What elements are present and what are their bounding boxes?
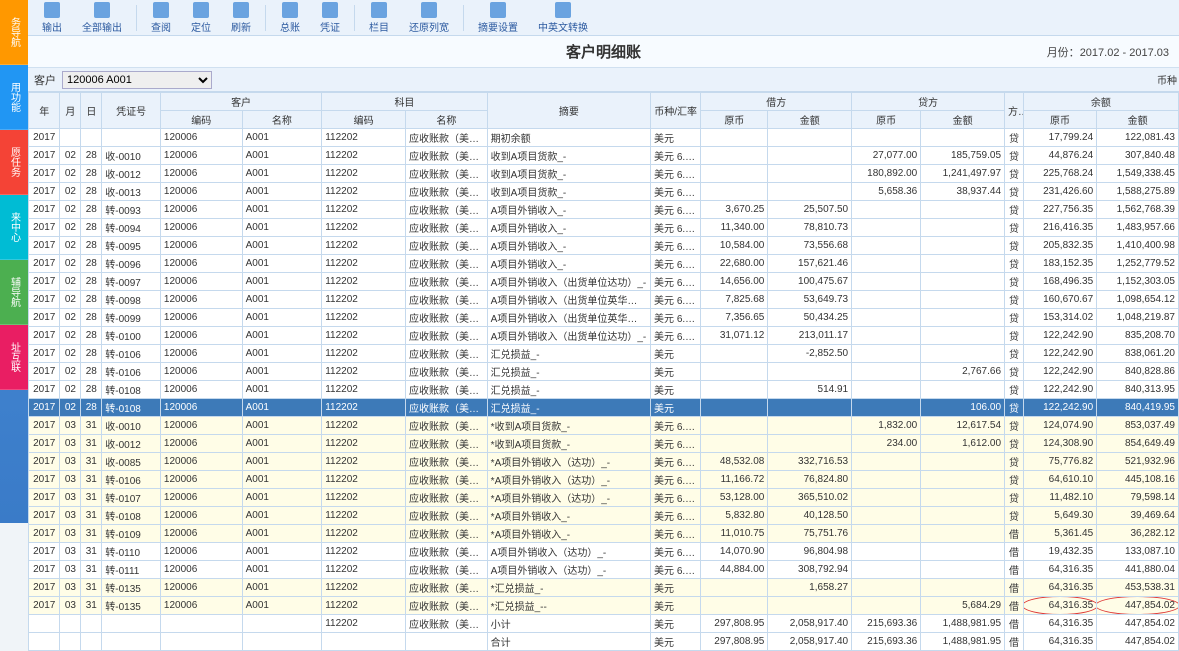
toolbar-icon xyxy=(490,2,506,18)
toolbar-btn-7[interactable]: 栏目 xyxy=(361,0,397,36)
toolbar-btn-8[interactable]: 还原列宽 xyxy=(401,0,457,36)
toolbar-icon xyxy=(555,2,571,18)
main: 输出全部输出查阅定位刷新总账凭证栏目还原列宽摘要设置中英文转换 客户明细账 月份… xyxy=(28,0,1179,651)
table-row[interactable]: 20170228转-0100120006A001112202应收账款（美元）A项… xyxy=(29,327,1179,345)
toolbar-icon xyxy=(94,2,110,18)
table-row[interactable]: 20170228收-0012120006A001112202应收账款（美元）收到… xyxy=(29,165,1179,183)
filter-label: 客户 xyxy=(34,72,56,88)
table-row[interactable]: 20170228转-0097120006A001112202应收账款（美元）A项… xyxy=(29,273,1179,291)
table-body: 2017120006A001112202应收账款（美元）期初余额美元贷17,79… xyxy=(29,129,1179,651)
table-row[interactable]: 20170228转-0094120006A001112202应收账款（美元）A项… xyxy=(29,219,1179,237)
table-row[interactable]: 20170228转-0095120006A001112202应收账款（美元）A项… xyxy=(29,237,1179,255)
filter-bar: 客户 120006 A001 币种 xyxy=(28,68,1179,92)
table-row[interactable]: 112202应收账款（美元）小计美元297,808.952,058,917.40… xyxy=(29,615,1179,633)
table-row[interactable]: 20170228收-0013120006A001112202应收账款（美元）收到… xyxy=(29,183,1179,201)
toolbar-btn-3[interactable]: 定位 xyxy=(183,0,219,36)
toolbar-icon xyxy=(153,2,169,18)
toolbar-icon xyxy=(44,2,60,18)
toolbar: 输出全部输出查阅定位刷新总账凭证栏目还原列宽摘要设置中英文转换 xyxy=(28,0,1179,36)
period: 月份：2017.02 - 2017.03 xyxy=(1047,44,1169,60)
toolbar-icon xyxy=(233,2,249,18)
toolbar-btn-2[interactable]: 查阅 xyxy=(143,0,179,36)
toolbar-btn-10[interactable]: 中英文转换 xyxy=(530,0,596,36)
table-row[interactable]: 20170331收-0012120006A001112202应收账款（美元）*收… xyxy=(29,435,1179,453)
table-row[interactable]: 20170228收-0010120006A001112202应收账款（美元）收到… xyxy=(29,147,1179,165)
table-header: 年月日 凭证号 客户科目 摘要币种/汇率 借方贷方 方向余额 编码名称 编码名称… xyxy=(29,93,1179,129)
table-row[interactable]: 20170331转-0108120006A001112202应收账款（美元）*A… xyxy=(29,507,1179,525)
table-row[interactable]: 2017120006A001112202应收账款（美元）期初余额美元贷17,79… xyxy=(29,129,1179,147)
table-row[interactable]: 20170228转-0099120006A001112202应收账款（美元）A项… xyxy=(29,309,1179,327)
title-bar: 客户明细账 月份：2017.02 - 2017.03 xyxy=(28,36,1179,68)
table-row[interactable]: 20170228转-0093120006A001112202应收账款（美元）A项… xyxy=(29,201,1179,219)
toolbar-btn-5[interactable]: 总账 xyxy=(272,0,308,36)
toolbar-icon xyxy=(193,2,209,18)
table-row[interactable]: 20170331转-0106120006A001112202应收账款（美元）*A… xyxy=(29,471,1179,489)
currency-unit: 币种 xyxy=(1157,72,1177,87)
table-row[interactable]: 20170331转-0135120006A001112202应收账款（美元）*汇… xyxy=(29,579,1179,597)
table-row[interactable]: 20170228转-0096120006A001112202应收账款（美元）A项… xyxy=(29,255,1179,273)
table-row[interactable]: 20170228转-0108120006A001112202应收账款（美元）汇兑… xyxy=(29,381,1179,399)
table-row[interactable]: 20170331转-0107120006A001112202应收账款（美元）*A… xyxy=(29,489,1179,507)
table-row[interactable]: 20170228转-0108120006A001112202应收账款（美元）汇兑… xyxy=(29,399,1179,417)
page-title: 客户明细账 xyxy=(566,41,641,62)
toolbar-icon xyxy=(282,2,298,18)
grid[interactable]: 年月日 凭证号 客户科目 摘要币种/汇率 借方贷方 方向余额 编码名称 编码名称… xyxy=(28,92,1179,651)
sidebar: 务导航 用功能 愿任务 来中心 辅导航 址互联 xyxy=(0,0,28,523)
toolbar-btn-9[interactable]: 摘要设置 xyxy=(470,0,526,36)
sidebar-item-0[interactable]: 务导航 xyxy=(0,0,28,65)
table-row[interactable]: 20170331收-0010120006A001112202应收账款（美元）*收… xyxy=(29,417,1179,435)
sidebar-item-4[interactable]: 辅导航 xyxy=(0,260,28,325)
sidebar-item-2[interactable]: 愿任务 xyxy=(0,130,28,195)
table-row[interactable]: 20170228转-0106120006A001112202应收账款（美元）汇兑… xyxy=(29,363,1179,381)
table-row[interactable]: 20170331收-0085120006A001112202应收账款（美元）*A… xyxy=(29,453,1179,471)
table-row[interactable]: 20170331转-0109120006A001112202应收账款（美元）*A… xyxy=(29,525,1179,543)
sidebar-item-1[interactable]: 用功能 xyxy=(0,65,28,130)
table-row[interactable]: 20170331转-0111120006A001112202应收账款（美元）A项… xyxy=(29,561,1179,579)
toolbar-btn-1[interactable]: 全部输出 xyxy=(74,0,130,36)
ledger-table: 年月日 凭证号 客户科目 摘要币种/汇率 借方贷方 方向余额 编码名称 编码名称… xyxy=(28,92,1179,651)
table-row[interactable]: 合计美元297,808.952,058,917.40215,693.361,48… xyxy=(29,633,1179,651)
table-row[interactable]: 20170228转-0098120006A001112202应收账款（美元）A项… xyxy=(29,291,1179,309)
toolbar-btn-4[interactable]: 刷新 xyxy=(223,0,259,36)
table-row[interactable]: 20170331转-0110120006A001112202应收账款（美元）A项… xyxy=(29,543,1179,561)
toolbar-icon xyxy=(322,2,338,18)
toolbar-icon xyxy=(371,2,387,18)
sidebar-item-5[interactable]: 址互联 xyxy=(0,325,28,390)
table-row[interactable]: 20170228转-0106120006A001112202应收账款（美元）汇兑… xyxy=(29,345,1179,363)
sidebar-item-3[interactable]: 来中心 xyxy=(0,195,28,260)
toolbar-icon xyxy=(421,2,437,18)
toolbar-btn-6[interactable]: 凭证 xyxy=(312,0,348,36)
customer-select[interactable]: 120006 A001 xyxy=(62,71,212,89)
table-row[interactable]: 20170331转-0135120006A001112202应收账款（美元）*汇… xyxy=(29,597,1179,615)
toolbar-btn-0[interactable]: 输出 xyxy=(34,0,70,36)
